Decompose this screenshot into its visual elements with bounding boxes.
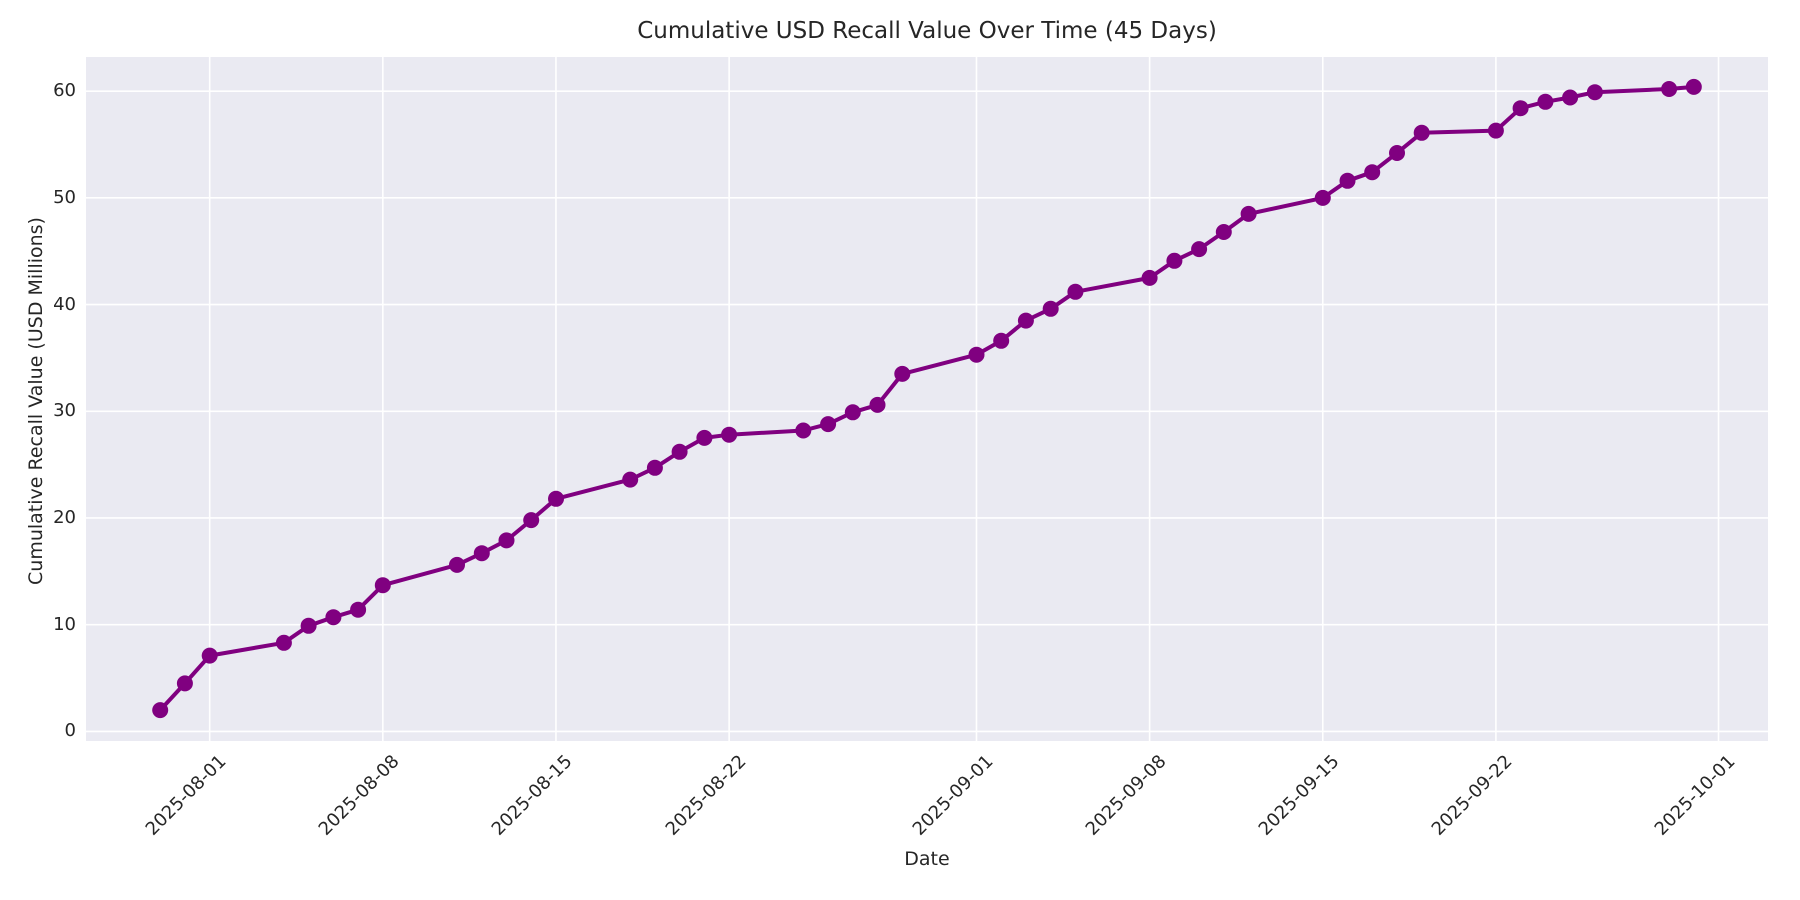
y-tick-label: 0 (64, 720, 76, 742)
data-point-marker (1685, 78, 1702, 95)
y-tick-label: 10 (53, 613, 76, 635)
data-point-marker (1537, 93, 1554, 110)
data-point-marker (1042, 300, 1059, 317)
data-point-marker (894, 365, 911, 382)
x-tick-label: 2025-08-01 (141, 751, 231, 840)
data-point-marker (795, 422, 812, 439)
data-point-marker (201, 647, 218, 664)
data-point-marker (1240, 205, 1257, 222)
data-point-marker (1215, 224, 1232, 240)
y-tick-label: 60 (53, 80, 76, 102)
x-tick-label: 2025-08-15 (487, 751, 577, 840)
x-tick-label: 2025-08-08 (314, 751, 404, 840)
data-point-marker (721, 426, 738, 443)
data-point-marker (844, 404, 861, 421)
x-tick-label: 2025-10-01 (1650, 751, 1740, 840)
data-point-marker (968, 346, 985, 363)
data-point-marker (696, 429, 713, 446)
data-point-marker (300, 617, 317, 634)
y-tick-label: 30 (53, 400, 76, 422)
data-point-marker (275, 634, 292, 651)
x-tick-label: 2025-08-22 (661, 751, 750, 840)
x-tick-label: 2025-09-08 (1081, 751, 1171, 840)
x-tick-label: 2025-09-22 (1427, 751, 1517, 840)
data-point-marker (350, 601, 367, 618)
data-point-marker (1562, 89, 1579, 106)
data-point-marker (1166, 252, 1183, 269)
data-point-marker (1389, 145, 1405, 161)
data-point-marker (498, 532, 515, 549)
data-point-marker (1191, 241, 1208, 258)
y-tick-label: 20 (53, 506, 76, 528)
data-point-marker (1339, 172, 1356, 189)
data-point-marker (176, 675, 193, 692)
line-chart-canvas (86, 57, 1768, 741)
data-point-marker (622, 471, 639, 488)
series-line (158, 84, 1696, 713)
data-point-marker (1413, 124, 1430, 141)
data-point-marker (820, 416, 837, 433)
x-axis-label: Date (904, 848, 950, 870)
data-point-marker (646, 459, 663, 476)
data-point-marker (374, 577, 391, 594)
data-point-marker (1487, 122, 1504, 139)
data-point-marker (548, 490, 564, 507)
x-tick-label: 2025-09-01 (908, 751, 998, 840)
y-axis-label: Cumulative Recall Value (USD Millions) (25, 217, 47, 585)
y-tick-label: 50 (53, 186, 76, 208)
data-point-marker (1141, 269, 1158, 286)
data-point-marker (1364, 164, 1381, 181)
data-point-marker (473, 545, 490, 562)
data-point-marker (993, 332, 1010, 349)
chart-title: Cumulative USD Recall Value Over Time (4… (637, 18, 1217, 44)
data-point-marker (325, 609, 342, 626)
data-point-marker (523, 512, 540, 529)
data-point-marker (1586, 84, 1603, 101)
data-point-marker (1314, 189, 1331, 206)
data-point-marker (1661, 81, 1678, 97)
y-tick-label: 40 (53, 293, 76, 315)
data-point-marker (671, 443, 688, 460)
data-point-marker (449, 556, 465, 573)
data-point-marker (869, 396, 886, 413)
plot-area (86, 57, 1768, 741)
data-point-marker (152, 702, 169, 719)
x-tick-label: 2025-09-15 (1254, 751, 1344, 840)
data-point-marker (1067, 283, 1084, 300)
data-point-marker (1512, 100, 1529, 117)
data-point-marker (1017, 312, 1034, 329)
